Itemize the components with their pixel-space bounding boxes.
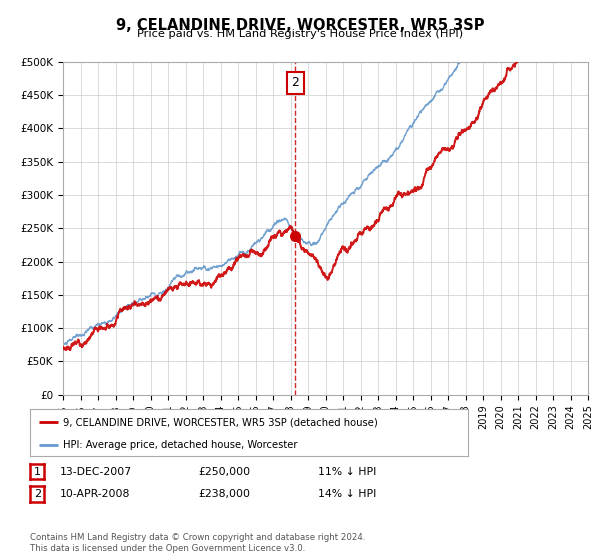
- Text: HPI: Average price, detached house, Worcester: HPI: Average price, detached house, Worc…: [63, 440, 298, 450]
- Text: 2: 2: [34, 489, 41, 499]
- Text: 1: 1: [34, 466, 41, 477]
- Text: 10-APR-2008: 10-APR-2008: [60, 489, 130, 499]
- Text: 9, CELANDINE DRIVE, WORCESTER, WR5 3SP (detached house): 9, CELANDINE DRIVE, WORCESTER, WR5 3SP (…: [63, 417, 377, 427]
- Text: 9, CELANDINE DRIVE, WORCESTER, WR5 3SP: 9, CELANDINE DRIVE, WORCESTER, WR5 3SP: [116, 18, 484, 33]
- Text: 11% ↓ HPI: 11% ↓ HPI: [318, 466, 376, 477]
- Text: £238,000: £238,000: [198, 489, 250, 499]
- Text: 14% ↓ HPI: 14% ↓ HPI: [318, 489, 376, 499]
- Text: £250,000: £250,000: [198, 466, 250, 477]
- Text: Contains HM Land Registry data © Crown copyright and database right 2024.
This d: Contains HM Land Registry data © Crown c…: [30, 533, 365, 553]
- Text: 13-DEC-2007: 13-DEC-2007: [60, 466, 132, 477]
- Text: Price paid vs. HM Land Registry's House Price Index (HPI): Price paid vs. HM Land Registry's House …: [137, 29, 463, 39]
- Text: 2: 2: [292, 76, 299, 90]
